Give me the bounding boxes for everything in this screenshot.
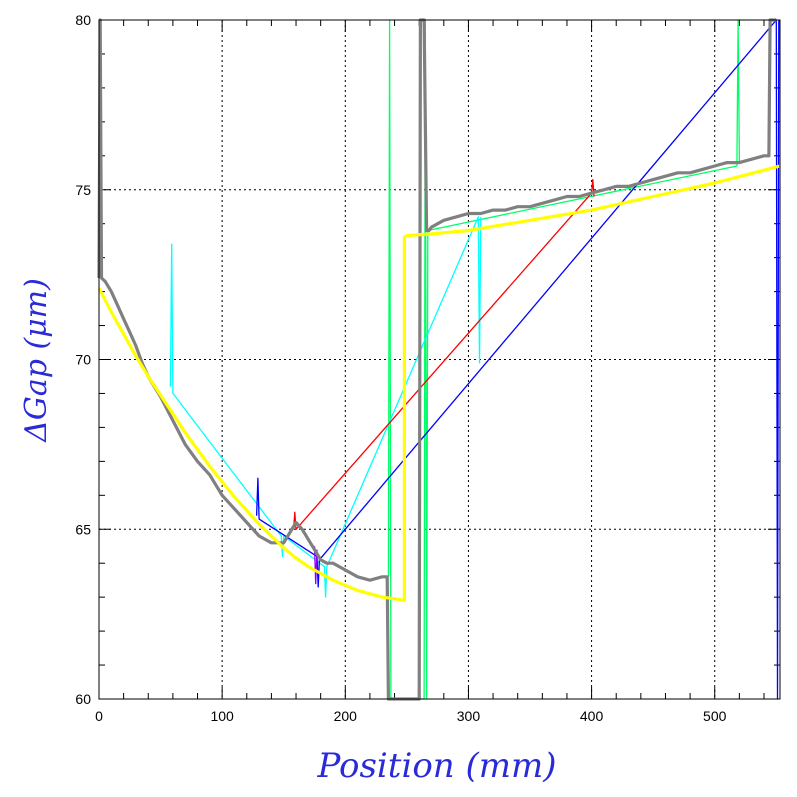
plot-frame <box>98 19 781 700</box>
series-line-trace-spike-3 <box>169 216 482 598</box>
series-line-trace-spike-6 <box>313 546 318 585</box>
x-tick-label: 100 <box>210 708 234 724</box>
x-tick-label: 400 <box>580 708 604 724</box>
y-axis-title: ΔGap (μm) <box>19 278 54 443</box>
series-line-trace-spike-4 <box>255 19 780 700</box>
y-tick-label: 70 <box>75 352 91 368</box>
series-line-model-1 <box>97 164 781 603</box>
series-line-trace-spike-5 <box>292 178 595 530</box>
series-line-trace-spike-2 <box>387 19 741 700</box>
x-axis-title: Position (mm) <box>316 746 556 786</box>
x-tick-label: 500 <box>703 708 727 724</box>
y-tick-label: 60 <box>75 691 91 707</box>
y-tick-label: 65 <box>75 521 91 537</box>
x-tick-label: 300 <box>457 708 481 724</box>
x-tick-label: 200 <box>334 708 358 724</box>
y-tick-label: 75 <box>75 182 91 198</box>
y-tick-label: 80 <box>75 12 91 28</box>
x-tick-label: 0 <box>95 708 103 724</box>
x-tick-labels: 0 100 200 300 400 500 <box>95 708 727 724</box>
y-tick-labels: 60 65 70 75 80 <box>75 12 91 707</box>
